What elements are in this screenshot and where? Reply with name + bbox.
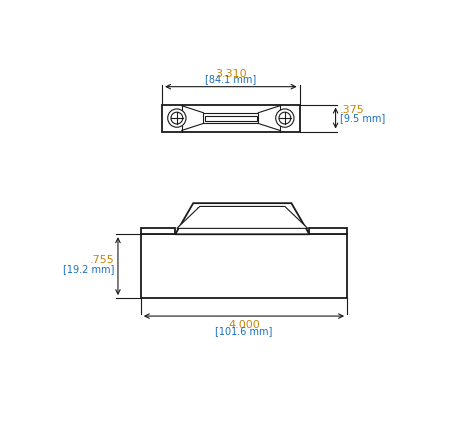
Circle shape	[276, 109, 294, 127]
Polygon shape	[177, 207, 308, 228]
Circle shape	[171, 112, 183, 124]
Text: [19.2 mm]: [19.2 mm]	[63, 264, 114, 275]
Bar	[205, 116, 257, 121]
Bar	[309, 228, 347, 234]
Text: 3.310: 3.310	[215, 69, 247, 79]
Text: .375: .375	[339, 105, 364, 115]
Bar	[203, 113, 258, 123]
Text: [9.5 mm]: [9.5 mm]	[339, 113, 385, 123]
Circle shape	[279, 112, 291, 124]
Bar	[141, 234, 347, 298]
Bar	[162, 105, 299, 131]
Text: [101.6 mm]: [101.6 mm]	[215, 326, 273, 337]
Bar	[141, 228, 175, 234]
Circle shape	[168, 109, 186, 127]
Text: .755: .755	[89, 255, 114, 265]
Text: [84.1 mm]: [84.1 mm]	[205, 74, 257, 85]
Text: 4.000: 4.000	[228, 320, 260, 330]
Polygon shape	[175, 203, 309, 234]
